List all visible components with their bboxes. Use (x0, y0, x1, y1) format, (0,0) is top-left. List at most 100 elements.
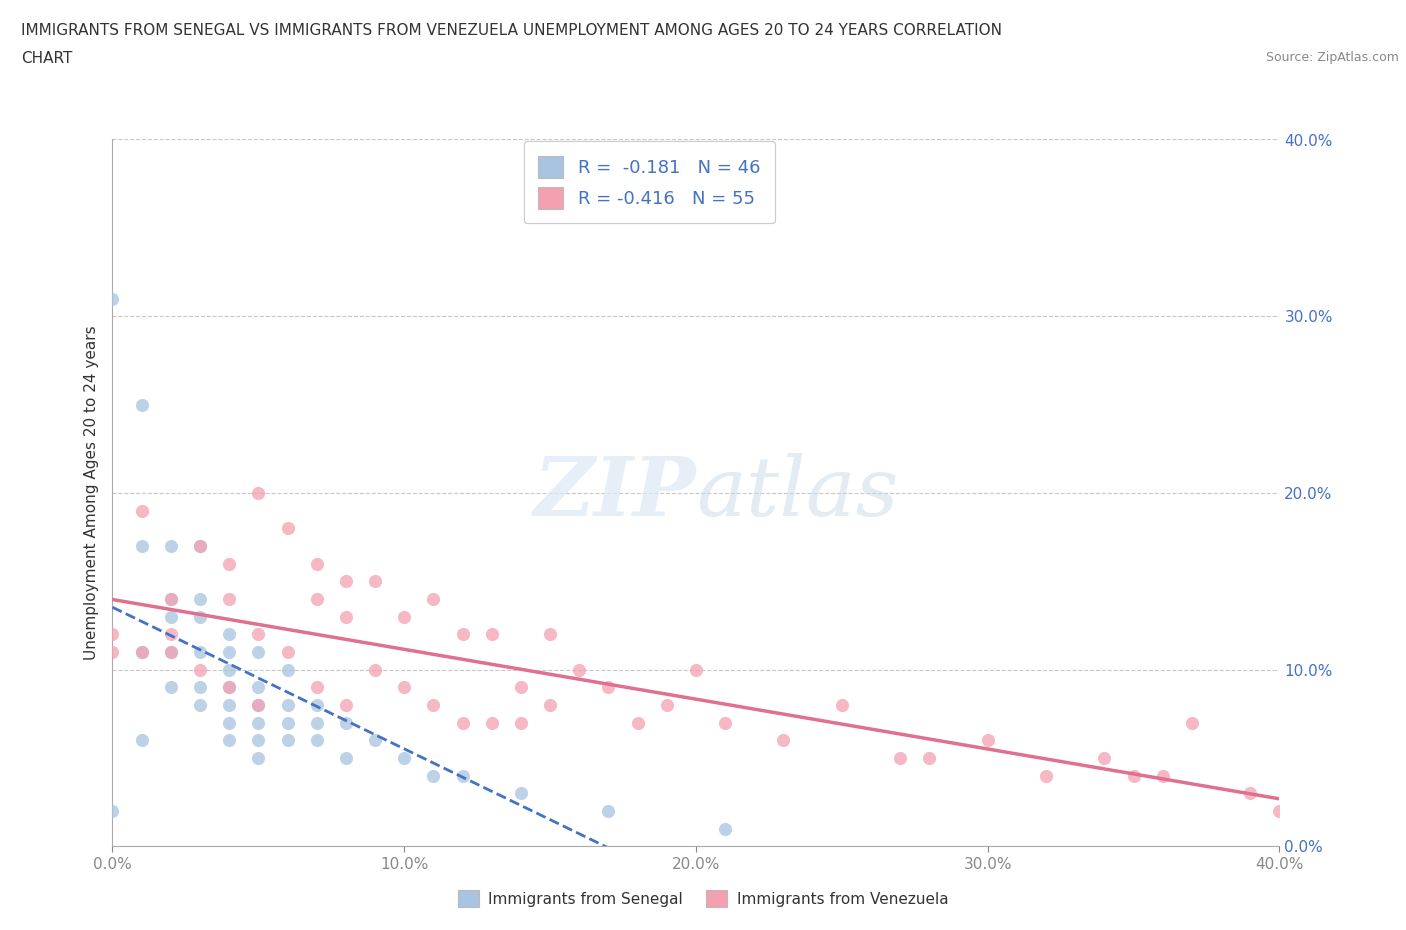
Point (1035, 768, 1057, 783)
Point (422, 591, 444, 606)
Point (509, 680, 531, 695)
Point (160, 644, 183, 659)
Legend: Immigrants from Senegal, Immigrants from Venezuela: Immigrants from Senegal, Immigrants from… (451, 884, 955, 913)
Point (538, 627, 561, 642)
Point (451, 627, 474, 642)
Point (276, 644, 298, 659)
Point (131, 733, 153, 748)
Point (305, 698, 328, 712)
Point (305, 680, 328, 695)
Point (655, 698, 678, 712)
Point (160, 680, 183, 695)
Point (276, 733, 298, 748)
Point (1239, 786, 1261, 801)
Point (451, 715, 474, 730)
Point (218, 662, 240, 677)
Point (218, 733, 240, 748)
Point (976, 733, 998, 748)
Point (218, 680, 240, 695)
Point (247, 698, 270, 712)
Point (626, 715, 648, 730)
Point (364, 662, 387, 677)
Point (1181, 715, 1204, 730)
Point (218, 644, 240, 659)
Point (218, 680, 240, 695)
Point (481, 627, 503, 642)
Text: IMMIGRANTS FROM SENEGAL VS IMMIGRANTS FROM VENEZUELA UNEMPLOYMENT AMONG AGES 20 : IMMIGRANTS FROM SENEGAL VS IMMIGRANTS FR… (21, 23, 1002, 38)
Point (188, 591, 211, 606)
Point (218, 698, 240, 712)
Point (305, 715, 328, 730)
Point (276, 521, 298, 536)
Point (451, 768, 474, 783)
Point (1268, 804, 1291, 818)
Point (509, 786, 531, 801)
Point (714, 821, 737, 836)
Point (305, 591, 328, 606)
Point (889, 751, 911, 765)
Point (305, 556, 328, 571)
Point (188, 538, 211, 553)
Point (188, 538, 211, 553)
Point (247, 733, 270, 748)
Point (247, 627, 270, 642)
Text: CHART: CHART (21, 51, 73, 66)
Point (131, 397, 153, 412)
Point (188, 644, 211, 659)
Point (772, 733, 794, 748)
Point (160, 627, 183, 642)
Point (188, 698, 211, 712)
Point (276, 662, 298, 677)
Point (160, 609, 183, 624)
Point (335, 751, 357, 765)
Point (335, 698, 357, 712)
Point (422, 768, 444, 783)
Point (131, 644, 153, 659)
Point (276, 715, 298, 730)
Point (131, 644, 153, 659)
Text: atlas: atlas (696, 453, 898, 533)
Point (335, 715, 357, 730)
Point (160, 644, 183, 659)
Y-axis label: Unemployment Among Ages 20 to 24 years: Unemployment Among Ages 20 to 24 years (84, 326, 100, 660)
Point (598, 804, 620, 818)
Point (131, 503, 153, 518)
Point (392, 751, 416, 765)
Point (101, 627, 124, 642)
Point (714, 715, 737, 730)
Point (918, 751, 941, 765)
Point (1122, 768, 1144, 783)
Point (247, 751, 270, 765)
Point (218, 715, 240, 730)
Point (1152, 768, 1174, 783)
Point (1092, 751, 1115, 765)
Point (160, 538, 183, 553)
Point (247, 680, 270, 695)
Point (101, 644, 124, 659)
Point (101, 291, 124, 306)
Point (188, 680, 211, 695)
Point (481, 715, 503, 730)
Point (392, 609, 416, 624)
Point (131, 538, 153, 553)
Point (218, 627, 240, 642)
Legend: R =  -0.181   N = 46, R = -0.416   N = 55: R = -0.181 N = 46, R = -0.416 N = 55 (524, 141, 775, 223)
Point (188, 662, 211, 677)
Point (218, 556, 240, 571)
Point (422, 698, 444, 712)
Point (538, 698, 561, 712)
Point (247, 485, 270, 500)
Point (364, 733, 387, 748)
Point (247, 698, 270, 712)
Point (831, 698, 853, 712)
Point (218, 591, 240, 606)
Point (335, 609, 357, 624)
Text: Source: ZipAtlas.com: Source: ZipAtlas.com (1265, 51, 1399, 64)
Point (247, 644, 270, 659)
Point (160, 591, 183, 606)
Point (392, 680, 416, 695)
Point (509, 715, 531, 730)
Point (160, 591, 183, 606)
Point (305, 733, 328, 748)
Point (101, 804, 124, 818)
